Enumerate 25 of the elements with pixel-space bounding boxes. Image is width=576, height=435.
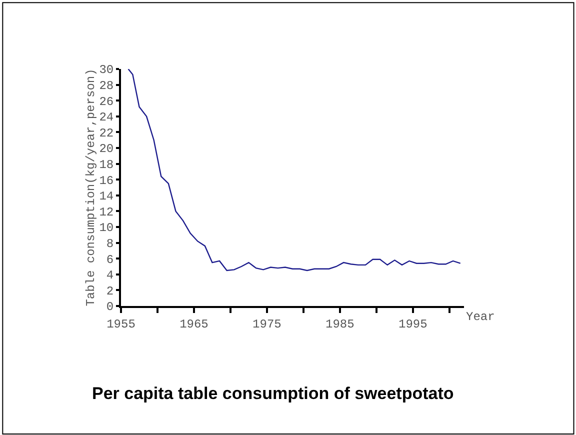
- x-tick-label: 1995: [398, 317, 428, 332]
- x-tick-label: 1975: [252, 317, 282, 332]
- x-tick-label: 1955: [106, 317, 136, 332]
- y-tick-label: 8: [106, 237, 114, 251]
- y-tick-label: 0: [106, 300, 114, 314]
- y-tick-label: 10: [99, 221, 114, 236]
- y-tick-label: 20: [99, 142, 114, 156]
- x-tick-label: 1985: [326, 317, 354, 332]
- y-tick-label: 18: [99, 158, 114, 172]
- y-tick-label: 26: [99, 94, 114, 109]
- y-axis-title: Table consumption(kg/year,person): [84, 68, 98, 306]
- y-tick-label: 16: [99, 174, 114, 188]
- y-tick-label: 24: [99, 110, 114, 125]
- x-axis-title: Year: [466, 310, 495, 324]
- y-tick-label: 14: [99, 190, 114, 204]
- y-tick-label: 2: [106, 284, 114, 298]
- y-tick-label: 30: [99, 63, 114, 78]
- y-tick-label: 4: [106, 268, 114, 283]
- x-tick-label: 1965: [180, 317, 208, 332]
- line-series: [128, 69, 461, 272]
- y-tick-label: 22: [99, 126, 114, 140]
- y-tick-label: 28: [99, 79, 114, 93]
- y-tick-label: 12: [99, 205, 114, 220]
- text: Per capita table consumption of sweetpotato: [92, 384, 454, 403]
- y-tick-label: 6: [106, 252, 114, 267]
